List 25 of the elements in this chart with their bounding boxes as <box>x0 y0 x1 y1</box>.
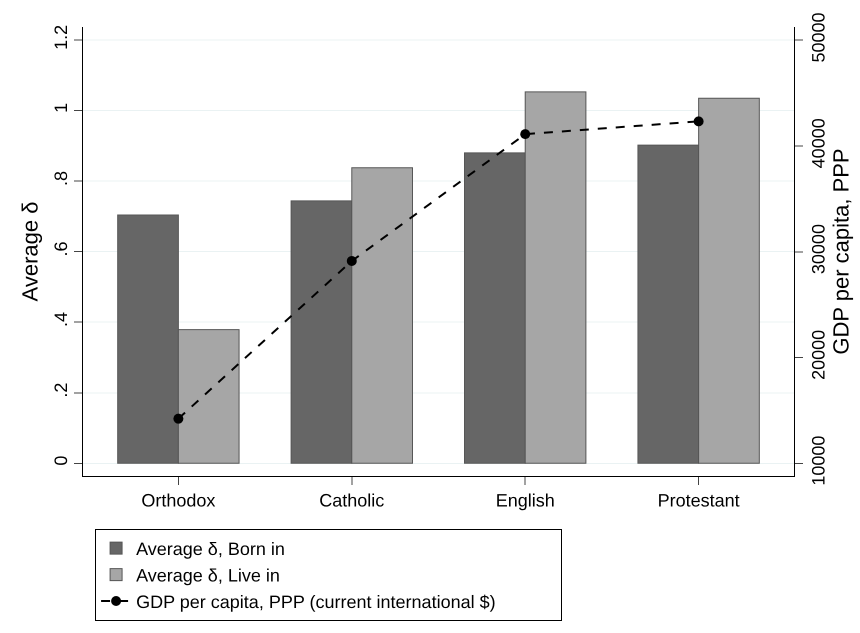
legend-label: GDP per capita, PPP (current international $) <box>136 592 496 612</box>
y-tick-label: .8 <box>50 170 71 186</box>
y-tick-label: 1 <box>50 102 71 113</box>
y2-tick-label: 50000 <box>808 12 829 63</box>
point <box>520 129 530 140</box>
x-tick-label: Catholic <box>319 490 384 511</box>
point <box>346 256 357 266</box>
y2-tick-label: 30000 <box>808 224 829 274</box>
y2-tick-label: 10000 <box>808 436 829 486</box>
y2-tick-label: 40000 <box>808 118 829 168</box>
y-tick-label: 0 <box>50 456 71 466</box>
point <box>173 414 184 424</box>
y-tick-label: .2 <box>50 382 71 398</box>
legend-label: Average δ, Born in <box>136 539 285 560</box>
point <box>694 116 704 126</box>
x-tick-label: English <box>496 490 555 511</box>
legend-label: Average δ, Live in <box>136 566 280 586</box>
y-tick-label: .6 <box>50 241 71 256</box>
x-tick-label: Protestant <box>658 490 740 511</box>
y-tick-label: 1.2 <box>50 24 71 50</box>
y-tick-label: .4 <box>50 312 71 328</box>
y2-tick-label: 20000 <box>808 330 829 380</box>
x-tick-label: Orthodox <box>141 490 216 511</box>
y-axis-title: Average δ <box>18 202 43 302</box>
y2-axis-title: GDP per capita, PPP <box>828 148 854 355</box>
